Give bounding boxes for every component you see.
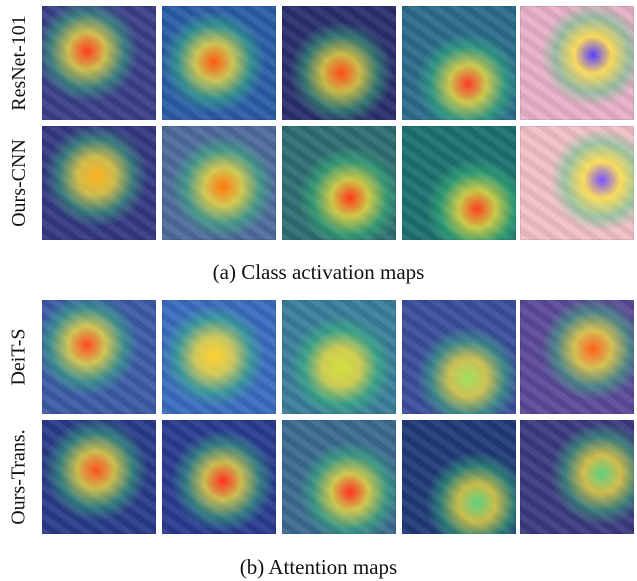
- heatmap-hotspot: [538, 300, 634, 399]
- caption-a: (a) Class activation maps: [212, 260, 425, 284]
- attn-ours-tower: [42, 420, 156, 534]
- row-label-text: Ours-CNN: [8, 139, 30, 227]
- attn-deit-airplane: [162, 300, 276, 414]
- row-label-ours-cnn: Ours-CNN: [0, 126, 38, 240]
- row-label-text: ResNet-101: [8, 15, 31, 111]
- heatmap-hotspot: [295, 442, 396, 534]
- cam-ours-object: [402, 126, 516, 240]
- attn-deit-person: [282, 300, 396, 414]
- caption-b: (b) Attention maps: [239, 555, 398, 579]
- heatmap-hotspot: [162, 12, 269, 112]
- heatmap-hotspot: [286, 23, 396, 120]
- cam-resnet-fruit: [282, 6, 396, 120]
- cam-ours-keyboard: [520, 126, 634, 240]
- heatmap-hotspot: [547, 130, 634, 230]
- heatmap-hotspot: [295, 148, 396, 240]
- heatmap-hotspot: [42, 300, 142, 395]
- attn-ours-person: [282, 420, 396, 534]
- heatmap-hotspot: [168, 137, 276, 237]
- heatmap-hotspot: [42, 126, 151, 226]
- cam-resnet-bird: [162, 6, 276, 120]
- attn-deit-tower: [42, 300, 156, 414]
- heatmap-hotspot: [422, 159, 516, 240]
- cam-ours-fruit: [282, 126, 396, 240]
- row-label-deit: DeiT-S: [0, 300, 38, 414]
- cam-resnet-peacock: [42, 6, 156, 120]
- attn-ours-airplane: [162, 420, 276, 534]
- cam-resnet-object: [402, 6, 516, 120]
- row-label-resnet: ResNet-101: [0, 6, 38, 120]
- cam-resnet-keyboard: [520, 6, 634, 120]
- heatmap-hotspot: [42, 6, 142, 101]
- heatmap-hotspot: [42, 420, 151, 520]
- heatmap-hotspot: [286, 317, 396, 414]
- row-label-text: DeiT-S: [8, 328, 31, 386]
- attn-deit-dog: [520, 300, 634, 414]
- heatmap-hotspot: [413, 34, 516, 120]
- heatmap-hotspot: [547, 424, 634, 524]
- attn-deit-butterfly: [402, 300, 516, 414]
- heatmap-hotspot: [422, 453, 516, 534]
- attn-ours-butterfly: [402, 420, 516, 534]
- heatmap-hotspot: [168, 431, 276, 531]
- heatmap-hotspot: [413, 328, 516, 414]
- cam-ours-peacock: [42, 126, 156, 240]
- heatmap-hotspot: [162, 306, 269, 406]
- row-label-text: Ours-Trans.: [8, 429, 31, 525]
- heatmap-hotspot: [538, 6, 634, 105]
- cam-ours-bird: [162, 126, 276, 240]
- attn-ours-dog: [520, 420, 634, 534]
- row-label-ours-trans: Ours-Trans.: [0, 420, 38, 534]
